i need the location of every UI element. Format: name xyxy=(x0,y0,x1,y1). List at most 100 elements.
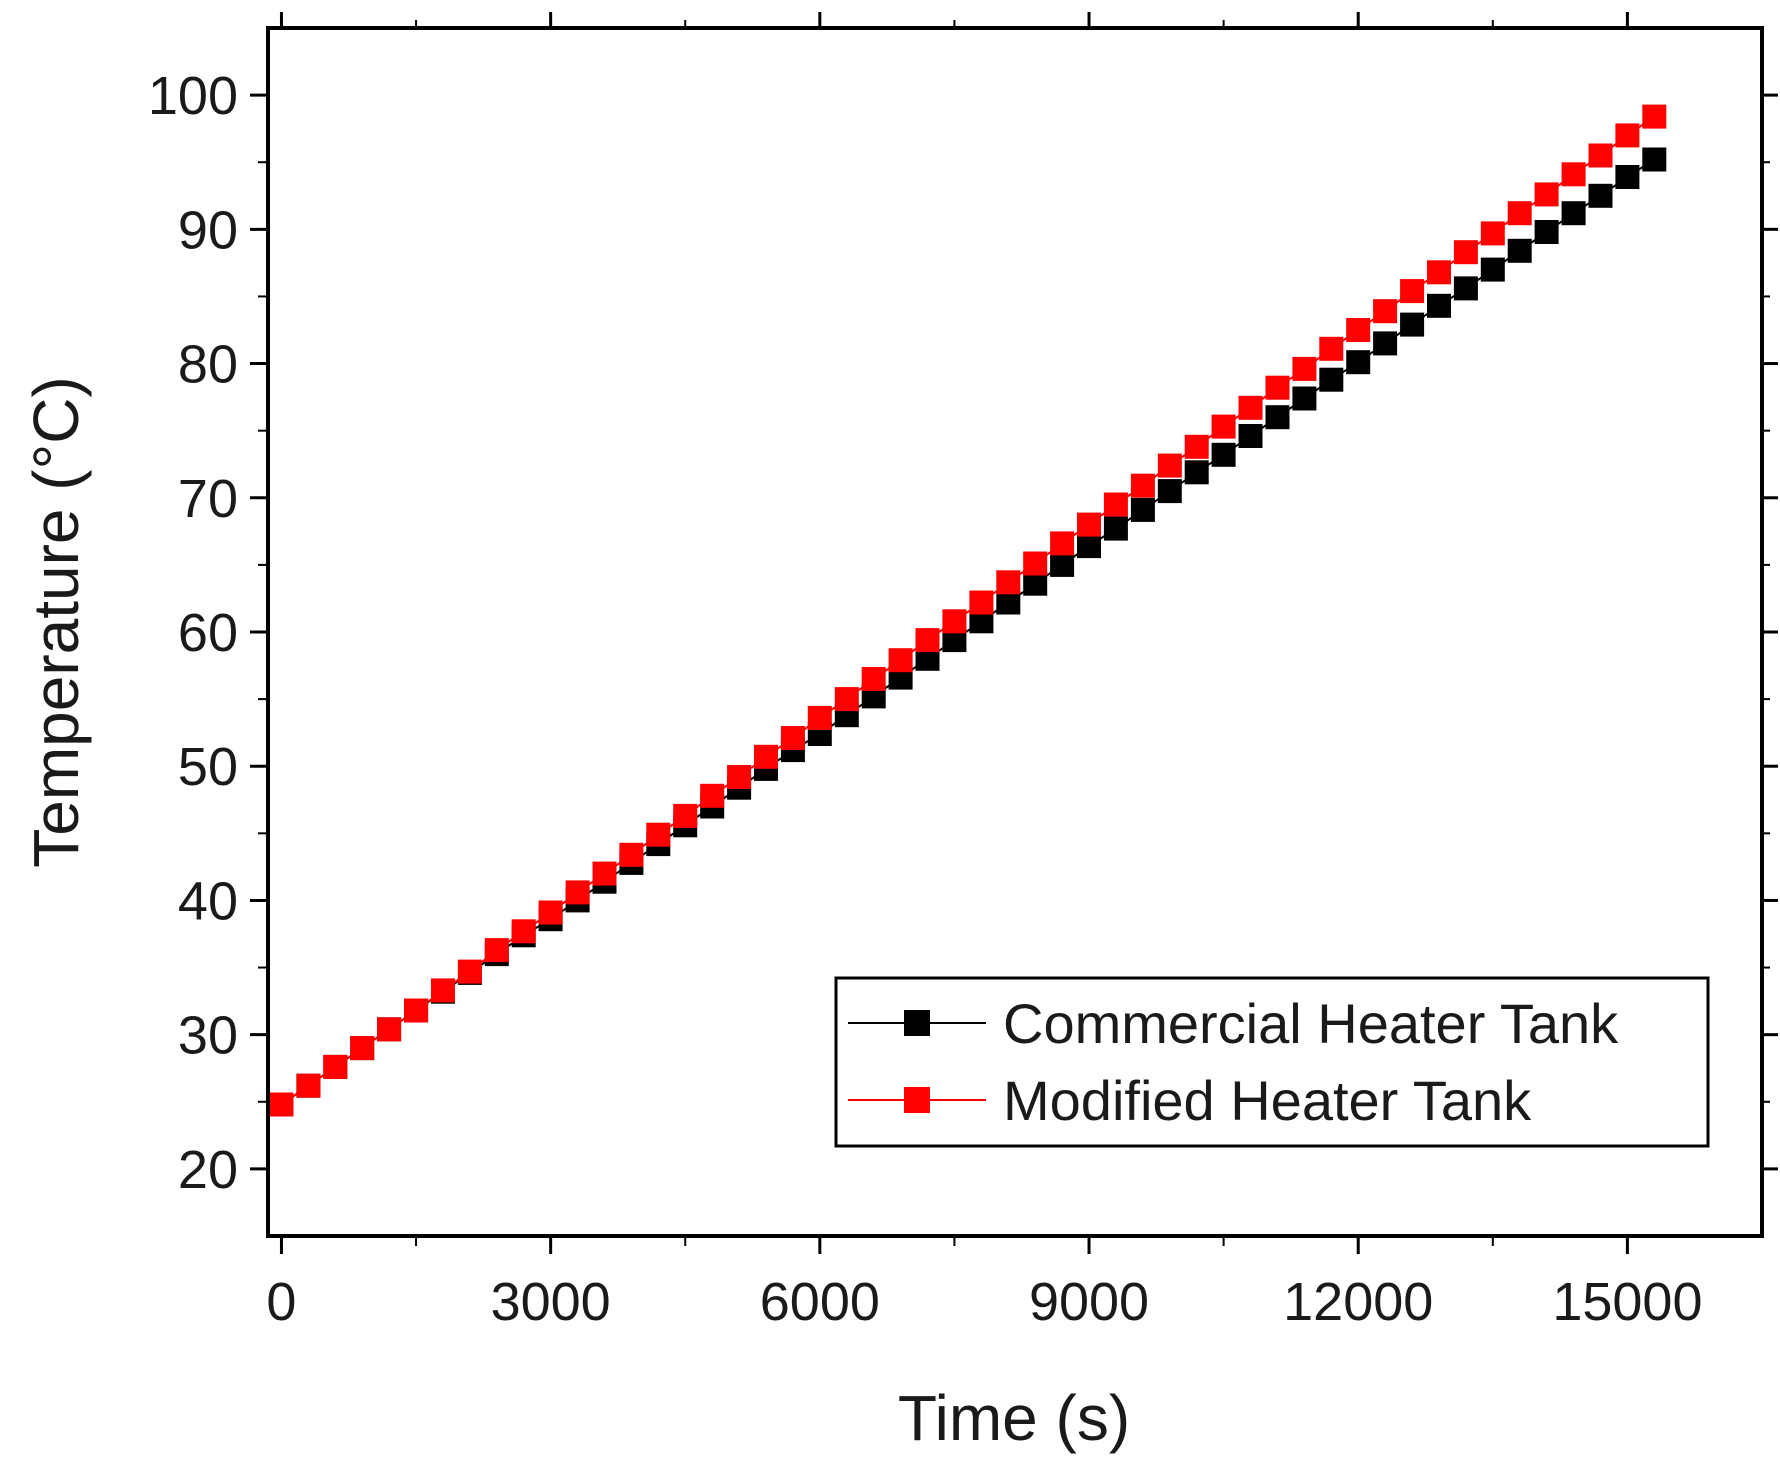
x-tick-label: 3000 xyxy=(491,1272,611,1332)
data-point-modified xyxy=(1453,240,1478,265)
data-point-commercial xyxy=(1561,201,1586,226)
y-tick-label: 80 xyxy=(178,335,238,395)
data-point-commercial xyxy=(996,590,1021,615)
data-point-commercial xyxy=(1211,442,1236,467)
data-point-commercial xyxy=(1400,312,1425,337)
data-point-modified xyxy=(1615,123,1640,148)
data-point-modified xyxy=(807,705,832,730)
data-point-modified xyxy=(1427,260,1451,285)
data-point-commercial xyxy=(1507,238,1532,263)
data-point-modified xyxy=(861,667,886,691)
data-point-modified xyxy=(1534,182,1559,207)
y-tick-label: 20 xyxy=(178,1140,238,1200)
data-point-modified xyxy=(727,765,752,789)
data-point-modified xyxy=(1130,473,1155,498)
data-point-modified xyxy=(969,590,994,615)
data-point-modified xyxy=(673,803,698,828)
data-point-modified xyxy=(269,1092,294,1117)
data-point-modified xyxy=(1211,414,1236,439)
data-point-modified xyxy=(1480,221,1505,246)
x-tick-label: 9000 xyxy=(1029,1272,1149,1332)
data-point-modified xyxy=(511,919,536,944)
data-point-modified xyxy=(431,978,455,1003)
data-point-modified xyxy=(1588,143,1613,168)
legend-box xyxy=(834,976,1710,1148)
data-point-modified xyxy=(1507,201,1532,226)
data-point-commercial xyxy=(1642,147,1667,172)
y-axis-ticks: 20 30 40 50 60 70 80 90 100 xyxy=(148,66,1778,1200)
data-point-modified xyxy=(1561,162,1586,187)
data-point-modified xyxy=(942,609,967,634)
x-tick-label: 0 xyxy=(266,1272,296,1332)
data-point-modified xyxy=(754,744,778,769)
data-point-modified xyxy=(1077,512,1101,537)
data-point-modified xyxy=(1184,434,1209,459)
y-tick-label: 70 xyxy=(178,469,238,529)
y-tick-label: 60 xyxy=(178,603,238,663)
data-point-modified xyxy=(538,900,563,925)
data-point-modified xyxy=(457,959,482,984)
data-point-commercial xyxy=(1077,534,1101,559)
data-point-modified xyxy=(484,938,509,963)
data-point-commercial xyxy=(1184,460,1209,485)
y-tick-label: 30 xyxy=(178,1006,238,1066)
data-point-modified xyxy=(296,1073,321,1098)
data-point-modified xyxy=(646,822,671,847)
data-point-commercial xyxy=(1050,552,1075,577)
data-point-commercial xyxy=(1103,516,1128,541)
data-point-modified xyxy=(1103,492,1128,517)
data-point-commercial xyxy=(1615,165,1640,189)
data-point-modified xyxy=(834,687,859,712)
data-point-commercial xyxy=(1480,257,1505,282)
data-point-modified xyxy=(350,1036,375,1061)
data-point-commercial xyxy=(1319,367,1344,392)
data-point-commercial xyxy=(1157,479,1182,504)
y-axis-title-group: Temperature (°C) xyxy=(20,376,92,868)
data-point-commercial xyxy=(1292,386,1317,411)
x-tick-label: 12000 xyxy=(1283,1272,1433,1332)
data-point-commercial xyxy=(1265,405,1290,430)
series-line-commercial xyxy=(280,158,1655,1106)
data-point-modified xyxy=(888,648,913,673)
y-tick-label: 50 xyxy=(178,737,238,797)
data-point-modified xyxy=(915,628,940,653)
series-layer xyxy=(269,104,1667,1117)
data-point-modified xyxy=(700,783,725,808)
data-point-modified xyxy=(1346,318,1371,342)
y-tick-label: 40 xyxy=(178,871,238,931)
data-point-modified xyxy=(780,726,805,750)
legend-label-commercial: Commercial Heater Tank xyxy=(1003,992,1619,1055)
data-point-modified xyxy=(1023,551,1048,576)
data-point-modified xyxy=(377,1017,402,1042)
data-point-modified xyxy=(565,880,590,905)
data-point-modified xyxy=(1642,104,1667,129)
x-axis-ticks: 0 3000 6000 9000 12000 15000 xyxy=(266,12,1702,1332)
data-point-commercial xyxy=(1453,276,1478,301)
legend-marker-modified xyxy=(904,1087,930,1113)
y-axis-title: Temperature (°C) xyxy=(20,376,92,868)
data-point-modified xyxy=(1238,395,1263,420)
data-point-modified xyxy=(592,861,617,886)
legend: Commercial Heater Tank Modified Heater T… xyxy=(834,976,1710,1148)
y-tick-label: 100 xyxy=(148,66,238,126)
data-point-commercial xyxy=(1588,183,1613,208)
data-point-commercial xyxy=(1427,293,1451,318)
data-point-modified xyxy=(619,842,644,867)
data-point-modified xyxy=(1373,299,1398,324)
y-tick-label: 90 xyxy=(178,200,238,260)
data-point-modified xyxy=(1050,531,1075,556)
legend-marker-commercial xyxy=(904,1010,930,1036)
data-point-commercial xyxy=(1534,220,1559,244)
data-point-modified xyxy=(996,570,1021,595)
data-point-commercial xyxy=(1023,571,1048,596)
data-point-modified xyxy=(323,1054,348,1079)
data-point-commercial xyxy=(1238,424,1263,448)
data-point-modified xyxy=(1157,453,1182,478)
data-point-commercial xyxy=(1346,350,1371,375)
x-tick-label: 15000 xyxy=(1552,1272,1702,1332)
legend-label-modified: Modified Heater Tank xyxy=(1003,1069,1532,1132)
data-point-modified xyxy=(1292,356,1317,381)
series-line-modified xyxy=(280,115,1655,1106)
x-tick-label: 6000 xyxy=(760,1272,880,1332)
